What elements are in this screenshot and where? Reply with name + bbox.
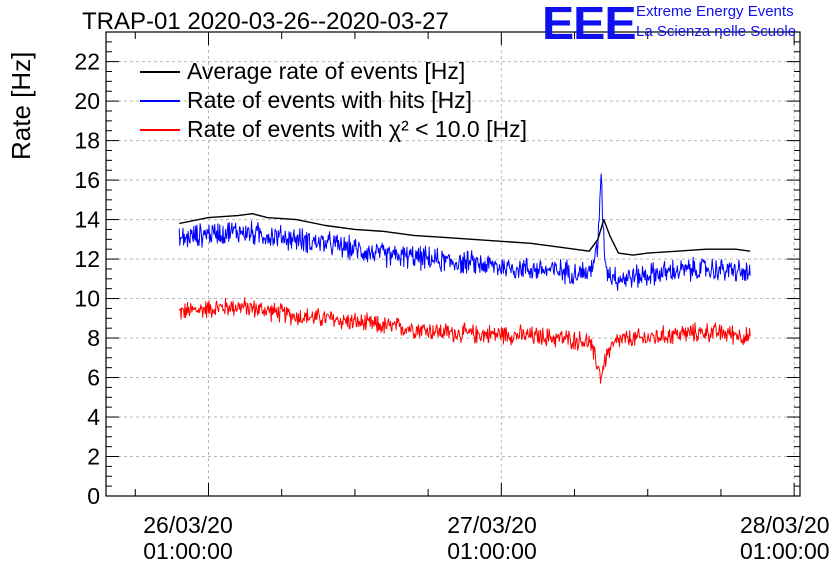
x-tick-label-0: 26/03/20 01:00:00	[128, 512, 248, 564]
x-tick-time-2: 01:00:00	[740, 538, 830, 564]
y-tick-label: 2	[87, 444, 100, 470]
y-tick-label: 6	[87, 365, 100, 391]
y-tick-label: 20	[74, 88, 100, 114]
y-tick-label: 14	[74, 207, 100, 233]
x-tick-label-2: 28/03/20 01:00:00	[740, 512, 836, 564]
legend-label-average: Average rate of events [Hz]	[187, 58, 466, 84]
x-tick-time-0: 01:00:00	[143, 538, 233, 564]
x-tick-time-1: 01:00:00	[447, 538, 537, 564]
plot-frame	[105, 31, 801, 497]
x-tick-date-2: 28/03/20	[740, 512, 830, 538]
logo-caption-line1: Extreme Energy Events	[636, 3, 794, 20]
logo-caption: Extreme Energy Events La Scienza nelle S…	[636, 2, 796, 42]
y-tick-label: 10	[74, 286, 100, 312]
y-tick-label: 12	[74, 246, 100, 272]
y-tick-label: 8	[87, 325, 100, 351]
series-average-line	[179, 212, 751, 256]
series-hits-line	[178, 173, 751, 291]
y-axis-label: Rate [Hz]	[6, 51, 36, 160]
legend-swatch-average	[140, 71, 180, 73]
y-tick-label: 18	[74, 128, 100, 154]
legend-label-chi2: Rate of events with χ² < 10.0 [Hz]	[187, 116, 527, 142]
y-tick-label: 16	[74, 167, 100, 193]
x-tick-date-1: 27/03/20	[447, 512, 537, 538]
y-tick-label: 22	[74, 49, 100, 75]
legend-swatch-chi2	[140, 129, 180, 131]
legend-label-hits: Rate of events with hits [Hz]	[187, 87, 473, 113]
chart-title: TRAP-01 2020-03-26--2020-03-27	[82, 8, 449, 35]
x-tick-date-0: 26/03/20	[143, 512, 233, 538]
y-tick-label: 4	[87, 404, 100, 430]
legend-swatch-hits	[140, 100, 180, 102]
series-chi2-line	[178, 297, 751, 384]
y-tick-label: 0	[87, 483, 100, 509]
logo-caption-line2: La Scienza nelle Scuole	[636, 23, 797, 40]
eee-logo: EEE	[542, 0, 637, 49]
x-tick-label-1: 27/03/20 01:00:00	[432, 512, 552, 564]
